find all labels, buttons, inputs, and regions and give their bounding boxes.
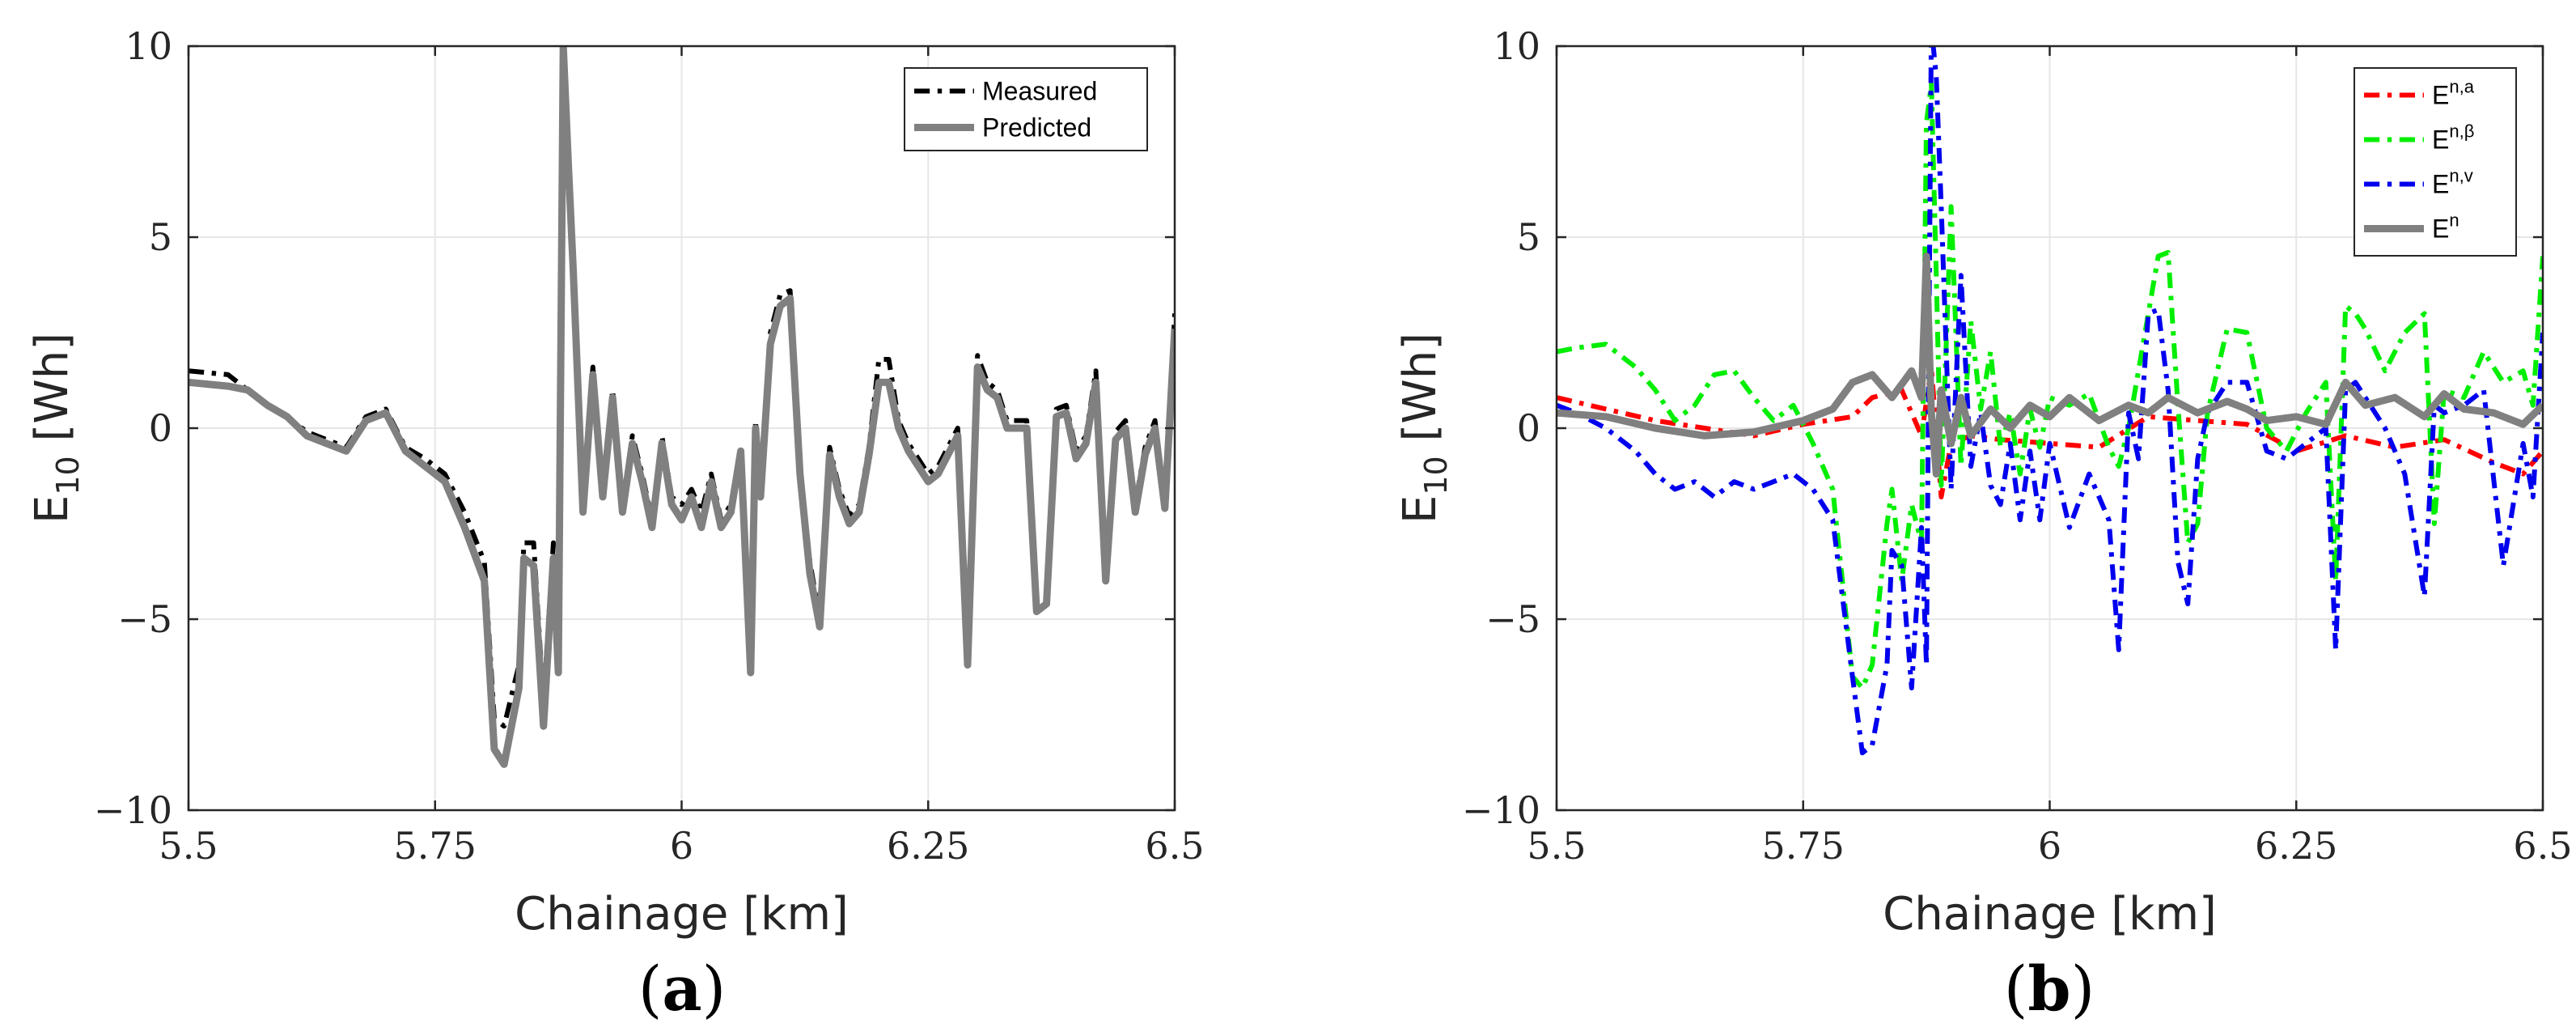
x-tick-label: 6.25	[2255, 824, 2337, 868]
legend-entry-label: En,v	[2432, 166, 2473, 199]
y-tick-label: −10	[94, 788, 172, 832]
legend-entry-label: Predicted	[982, 113, 1091, 142]
series-line-nv	[1557, 46, 2543, 756]
x-tick-label: 5.5	[1527, 824, 1586, 868]
panel-label-letter: b	[2027, 953, 2070, 1025]
series-line-n	[1557, 253, 2543, 478]
series-group	[1557, 46, 2543, 756]
x-tick-label: 5.75	[394, 824, 477, 868]
x-tick-label: 6.25	[887, 824, 969, 868]
y-axis-label-main: E	[26, 495, 78, 524]
x-tick-label: 6	[2038, 824, 2061, 868]
legend-entry-name: E	[2432, 214, 2449, 244]
x-tick-label: 6	[670, 824, 693, 868]
legend-entry-label: En	[2432, 210, 2459, 244]
panel-label-close: )	[702, 953, 727, 1025]
y-axis-label: E10 [Wh]	[26, 333, 86, 524]
legend: En,aEn,βEn,vEn	[2354, 67, 2517, 257]
y-axis-label-unit: [Wh]	[1394, 333, 1447, 456]
y-axis-label-sub: 10	[50, 456, 86, 495]
panel-label: (b)	[2004, 953, 2095, 1025]
panel-label-close: )	[2071, 953, 2095, 1025]
legend-entry-name: Measured	[982, 77, 1097, 106]
legend-entry-name: Predicted	[982, 113, 1091, 142]
panel-label-open: (	[638, 953, 663, 1025]
y-tick-label: −5	[1485, 597, 1540, 641]
x-tick-label: 5.75	[1762, 824, 1845, 868]
y-axis-label-sub: 10	[1418, 456, 1454, 495]
y-axis-label-unit: [Wh]	[26, 333, 78, 456]
x-tick-label: 6.5	[1145, 824, 1204, 868]
panel-label-open: (	[2004, 953, 2028, 1025]
y-tick-label: 10	[1493, 24, 1540, 68]
y-tick-label: 0	[149, 406, 172, 450]
y-axis-label: E10 [Wh]	[1394, 333, 1454, 524]
y-axis-label-main: E	[1394, 495, 1447, 524]
y-tick-label: −5	[117, 597, 172, 641]
legend-entry-superscript: n,β	[2449, 121, 2474, 142]
y-tick-label: −10	[1462, 788, 1540, 832]
legend-entry-label: En,a	[2432, 77, 2475, 110]
legend: Measured Predicted	[904, 67, 1148, 151]
legend-entry-label: En,β	[2432, 121, 2474, 155]
panel-label: (a)	[638, 953, 727, 1025]
legend-entry-superscript: n,a	[2449, 77, 2474, 97]
legend-box	[2354, 67, 2517, 257]
series-line-nβ	[1557, 82, 2543, 690]
x-axis-label: Chainage [km]	[515, 888, 849, 940]
y-tick-label: 5	[1517, 215, 1540, 259]
legend-box	[904, 67, 1148, 151]
x-axis-label: Chainage [km]	[1883, 888, 2217, 940]
legend-entry-label: Measured	[982, 77, 1097, 106]
legend-entry-name: E	[2432, 81, 2449, 110]
y-tick-label: 0	[1517, 406, 1540, 450]
legend-entry-superscript: n,v	[2449, 166, 2472, 186]
y-tick-label: 5	[149, 215, 172, 259]
x-tick-label: 6.5	[2513, 824, 2572, 868]
y-tick-label: 10	[125, 24, 172, 68]
legend-entry-name: E	[2432, 170, 2449, 199]
legend-entry-superscript: n	[2449, 210, 2459, 231]
legend-entry-name: E	[2432, 125, 2449, 155]
x-tick-label: 5.5	[159, 824, 218, 868]
series-group	[189, 46, 1175, 768]
series-line-predicted	[189, 46, 1175, 768]
panel-label-letter: a	[662, 953, 701, 1025]
